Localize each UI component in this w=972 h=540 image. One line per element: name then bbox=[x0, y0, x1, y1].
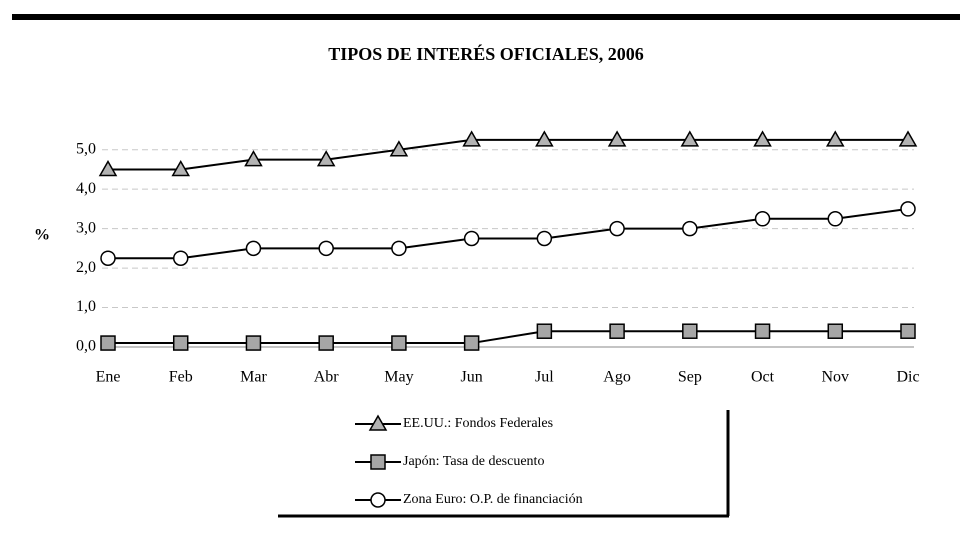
marker bbox=[463, 335, 480, 351]
marker bbox=[536, 323, 553, 339]
marker bbox=[682, 323, 698, 339]
marker bbox=[900, 201, 916, 217]
chart-title: TIPOS DE INTERÉS OFICIALES, 2006 bbox=[328, 43, 644, 64]
x-tick-label: Feb bbox=[169, 369, 193, 386]
marker bbox=[245, 240, 262, 257]
marker bbox=[316, 150, 336, 167]
y-tick-label: 4,0 bbox=[76, 180, 96, 197]
y-tick-label: 1,0 bbox=[76, 298, 96, 315]
marker bbox=[827, 323, 844, 339]
marker bbox=[172, 335, 189, 351]
x-tick-label: Mar bbox=[240, 369, 267, 386]
marker bbox=[318, 335, 334, 351]
marker bbox=[535, 130, 554, 147]
series-line bbox=[108, 207, 909, 260]
marker bbox=[754, 323, 771, 339]
x-tick-label: Ago bbox=[603, 369, 631, 386]
marker bbox=[245, 335, 262, 351]
x-tick-label: Jul bbox=[535, 369, 554, 386]
y-tick-label: 3,0 bbox=[76, 219, 96, 236]
y-tick-label: 5,0 bbox=[76, 140, 96, 157]
x-tick-label: Abr bbox=[314, 369, 340, 386]
series-line bbox=[108, 138, 908, 171]
marker bbox=[680, 130, 700, 147]
legend-label: Japón: Tasa de descuento bbox=[403, 454, 544, 469]
legend-marker bbox=[370, 454, 386, 470]
marker bbox=[536, 230, 553, 247]
x-tick-label: Dic bbox=[896, 369, 919, 386]
top-rule bbox=[12, 14, 960, 20]
series-line bbox=[108, 330, 908, 345]
marker bbox=[463, 230, 480, 247]
marker bbox=[609, 323, 625, 339]
y-tick-label: 2,0 bbox=[76, 259, 96, 276]
marker bbox=[753, 130, 772, 147]
legend-label: EE.UU.: Fondos Federales bbox=[403, 416, 553, 431]
marker bbox=[825, 130, 845, 147]
y-tick-label: 0,0 bbox=[76, 338, 96, 355]
marker bbox=[100, 335, 116, 351]
marker bbox=[391, 335, 407, 351]
x-tick-label: Oct bbox=[751, 369, 775, 386]
marker bbox=[100, 250, 116, 266]
marker bbox=[607, 130, 627, 147]
marker bbox=[389, 140, 409, 157]
marker bbox=[244, 150, 263, 167]
marker bbox=[391, 240, 407, 257]
legend-label: Zona Euro: O.P. de financiación bbox=[403, 492, 583, 507]
marker bbox=[682, 220, 698, 237]
marker bbox=[754, 211, 771, 227]
legend-marker bbox=[368, 414, 388, 431]
marker bbox=[609, 220, 625, 237]
x-tick-label: Ene bbox=[96, 369, 121, 386]
marker bbox=[172, 250, 189, 266]
marker bbox=[898, 130, 918, 147]
x-tick-label: Jun bbox=[461, 369, 483, 386]
x-tick-label: Sep bbox=[678, 369, 702, 386]
x-tick-label: May bbox=[384, 369, 413, 386]
y-axis-label: % bbox=[34, 227, 50, 244]
x-tick-label: Nov bbox=[821, 369, 849, 386]
legend-marker bbox=[370, 492, 386, 508]
marker bbox=[827, 211, 844, 227]
marker bbox=[171, 159, 191, 177]
marker bbox=[318, 240, 334, 257]
marker bbox=[462, 130, 481, 147]
marker bbox=[98, 159, 118, 177]
marker bbox=[900, 323, 916, 339]
